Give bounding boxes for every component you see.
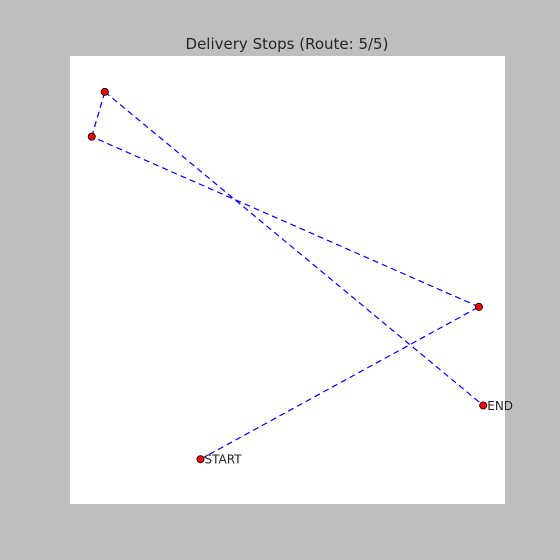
route-lines bbox=[91, 91, 484, 460]
stop-labels: START END bbox=[205, 399, 514, 467]
route-segment bbox=[200, 306, 480, 460]
route-segment bbox=[91, 91, 106, 137]
stop-point bbox=[87, 132, 96, 141]
stop-point bbox=[100, 87, 109, 96]
chart-title: Delivery Stops (Route: 5/5) bbox=[186, 35, 389, 53]
route-segment bbox=[91, 136, 480, 308]
stop-label-start: START bbox=[205, 453, 243, 467]
route-segment bbox=[104, 91, 484, 406]
stop-markers bbox=[87, 87, 488, 464]
stop-point bbox=[474, 302, 483, 311]
stop-point bbox=[196, 455, 205, 464]
stop-point bbox=[479, 401, 488, 410]
plot-area bbox=[70, 56, 505, 504]
stop-label-end: END bbox=[487, 399, 513, 413]
